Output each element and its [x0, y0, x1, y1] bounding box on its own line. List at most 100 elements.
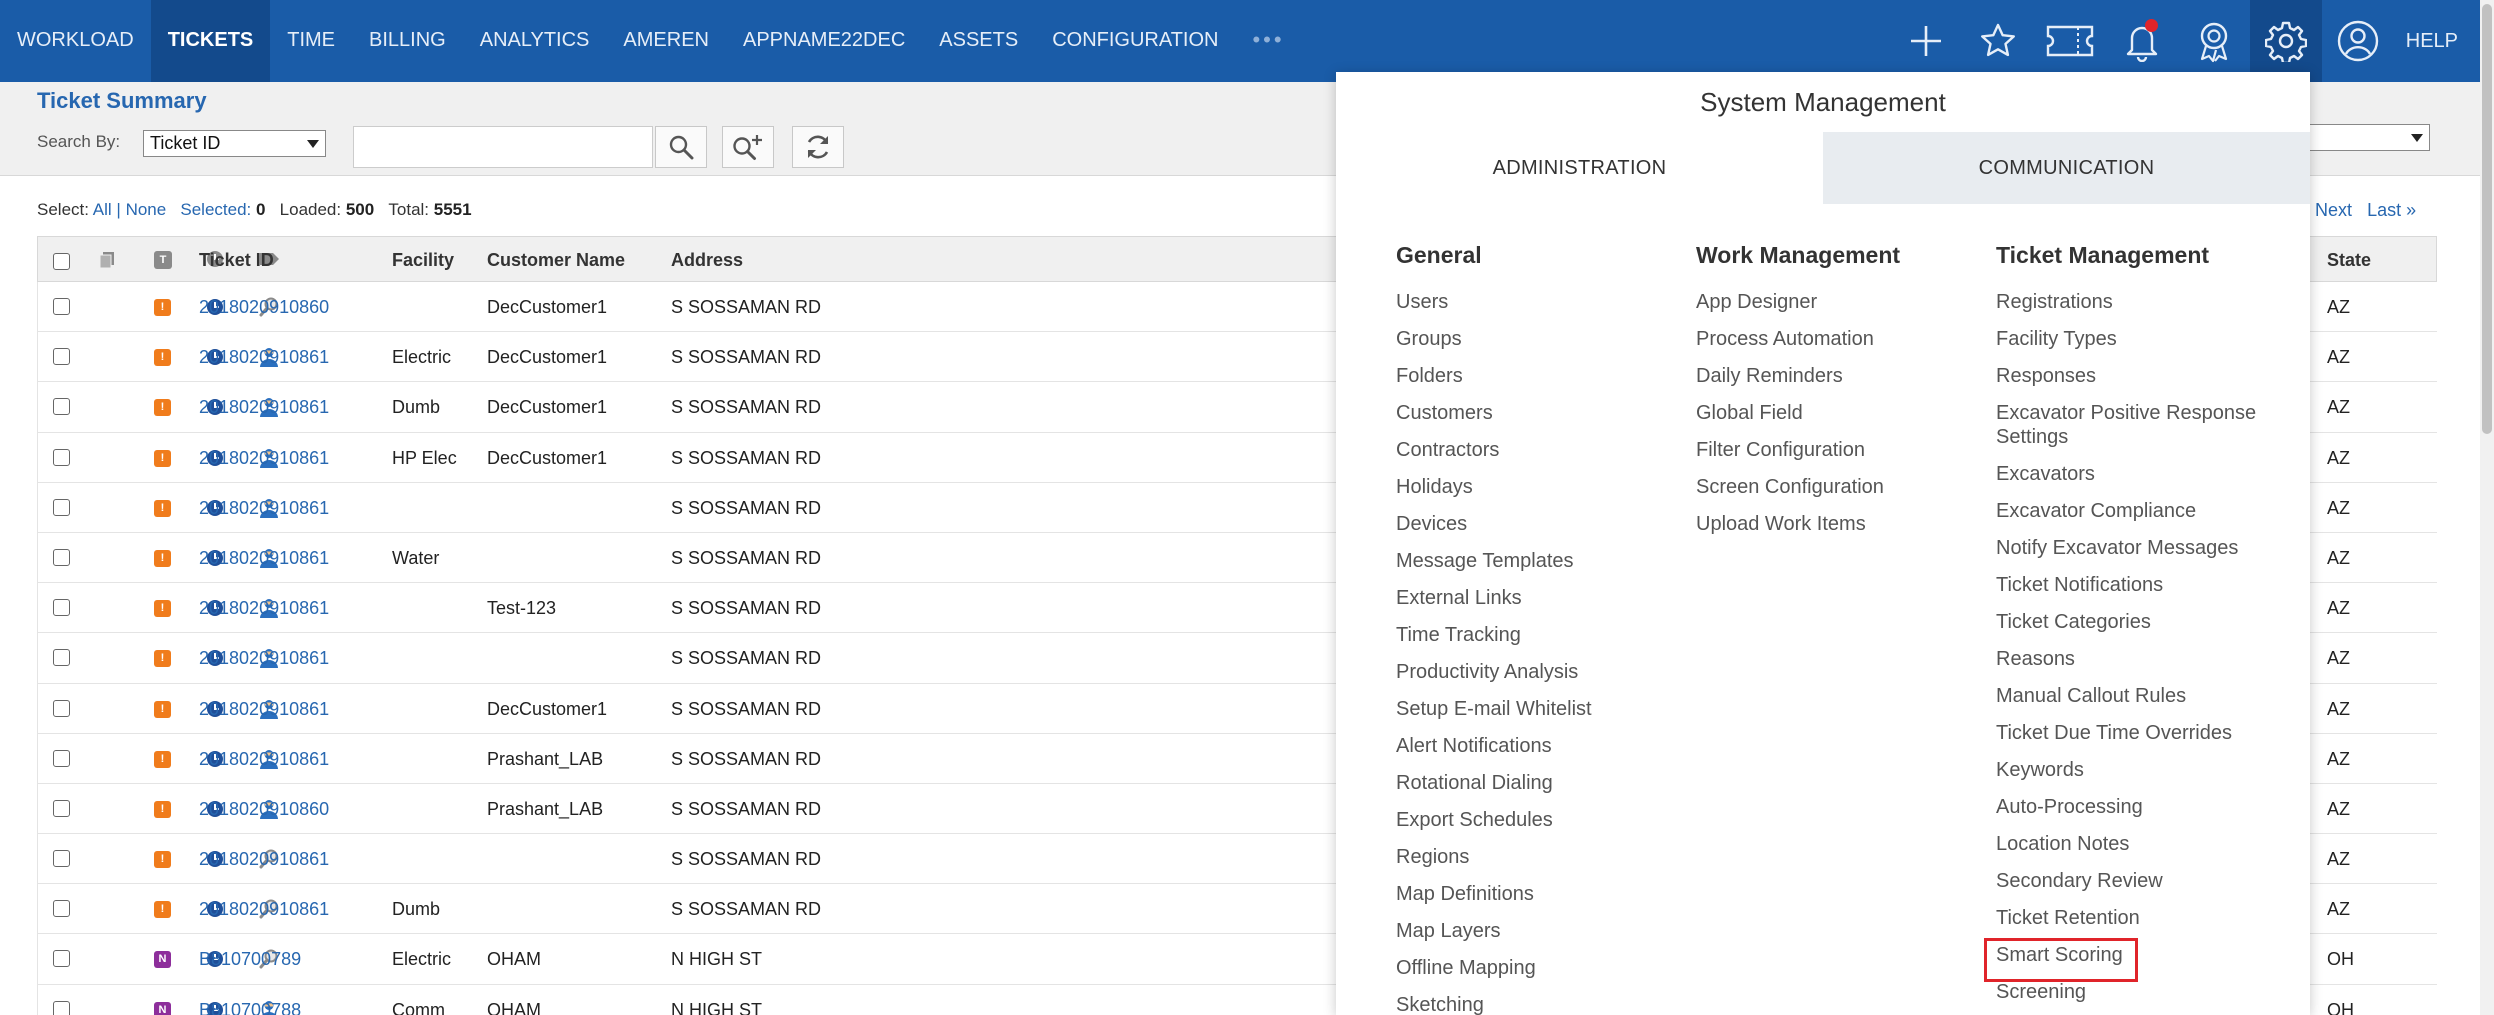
person-icon[interactable] [258, 497, 280, 524]
select-all-checkbox[interactable] [53, 253, 70, 270]
person-icon[interactable] [258, 748, 280, 775]
header-facility[interactable]: Facility [392, 250, 455, 270]
menu-item-time-tracking[interactable]: Time Tracking [1396, 617, 1686, 654]
menu-item-notify-excavator-messages[interactable]: Notify Excavator Messages [1996, 530, 2286, 567]
table-row[interactable]: ! 2018020910861 S SOSSAMAN RD AZ [37, 482, 2437, 533]
table-row[interactable]: ! 2018020910861 Electric DecCustomer1 S SOSS… [37, 332, 2437, 383]
nav-item-billing[interactable]: BILLING [369, 29, 446, 51]
nav-item-appname22dec[interactable]: APPNAME22DEC [742, 29, 906, 51]
ticket-id-link[interactable]: B810700789 [199, 949, 302, 970]
table-row[interactable]: ! 2018020910861 HP Elec DecCustomer1 S SOSSA… [37, 432, 2437, 483]
search-input[interactable] [353, 126, 653, 168]
nav-item-ameren[interactable]: AMEREN [623, 29, 709, 51]
help-link[interactable]: HELP [2405, 30, 2458, 52]
table-row[interactable]: N B810700789 Electric OHAM N HIGH ST OH [37, 934, 2437, 985]
menu-item-screen-configuration[interactable]: Screen Configuration [1696, 469, 1986, 506]
row-checkbox[interactable] [53, 900, 70, 918]
table-row[interactable]: ! 2018020910861 DecCustomer1 S SOSSAMAN RD A… [37, 683, 2437, 734]
menu-item-ticket-due-time-overrides[interactable]: Ticket Due Time Overrides [1996, 715, 2286, 752]
row-checkbox[interactable] [53, 699, 70, 717]
menu-item-location-notes[interactable]: Location Notes [1996, 826, 2286, 863]
table-row[interactable]: N B810700788 Comm OHAM N HIGH ST OH [37, 984, 2437, 1015]
menu-item-holidays[interactable]: Holidays [1396, 469, 1686, 506]
header-state[interactable]: State [2327, 250, 2372, 270]
menu-item-secondary-review[interactable]: Secondary Review [1996, 863, 2286, 900]
menu-item-process-automation[interactable]: Process Automation [1696, 321, 1986, 358]
row-checkbox[interactable] [53, 398, 70, 416]
user-icon[interactable] [2322, 0, 2394, 82]
table-row[interactable]: ! 2018020910861 Dumb DecCustomer1 S SOSSAMAN… [37, 382, 2437, 433]
menu-item-filter-configuration[interactable]: Filter Configuration [1696, 432, 1986, 469]
nav-more-button[interactable]: ••• [1252, 27, 1285, 52]
menu-item-excavators[interactable]: Excavators [1996, 456, 2286, 493]
menu-item-global-field[interactable]: Global Field [1696, 395, 1986, 432]
scrollbar-thumb[interactable] [2482, 4, 2492, 434]
refresh-button[interactable] [792, 126, 844, 168]
menu-item-devices[interactable]: Devices [1396, 506, 1686, 543]
row-checkbox[interactable] [53, 649, 70, 667]
row-checkbox[interactable] [53, 498, 70, 516]
nav-item-workload[interactable]: WORKLOAD [17, 29, 134, 51]
person-icon[interactable] [258, 346, 280, 373]
table-row[interactable]: ! 2018020910861 Dumb S SOSSAMAN RD AZ [37, 884, 2437, 935]
advanced-search-button[interactable] [722, 126, 774, 168]
row-checkbox[interactable] [53, 749, 70, 767]
menu-item-export-schedules[interactable]: Export Schedules [1396, 802, 1686, 839]
ticket-id-link[interactable]: 2018020910861 [199, 849, 330, 870]
menu-item-customers[interactable]: Customers [1396, 395, 1686, 432]
menu-item-keywords[interactable]: Keywords [1996, 752, 2286, 789]
magnifier-icon[interactable] [258, 848, 280, 875]
menu-item-regions[interactable]: Regions [1396, 839, 1686, 876]
ticket-id-link[interactable]: 2018020910860 [199, 297, 330, 317]
star-icon[interactable] [1962, 0, 2034, 82]
menu-item-setup-e-mail-whitelist[interactable]: Setup E-mail Whitelist [1396, 691, 1686, 728]
menu-item-manual-callout-rules[interactable]: Manual Callout Rules [1996, 678, 2286, 715]
person-icon[interactable] [258, 447, 280, 474]
select-all-link[interactable]: All [92, 200, 112, 219]
row-checkbox[interactable] [53, 599, 70, 617]
menu-item-auto-processing[interactable]: Auto-Processing [1996, 789, 2286, 826]
ticket-id-link[interactable]: 2018020910861 [199, 648, 330, 669]
nav-item-time[interactable]: TIME [287, 29, 336, 51]
menu-item-ticket-notifications[interactable]: Ticket Notifications [1996, 567, 2286, 604]
menu-item-message-templates[interactable]: Message Templates [1396, 543, 1686, 580]
menu-item-excavator-compliance[interactable]: Excavator Compliance [1996, 493, 2286, 530]
person-icon[interactable] [258, 396, 280, 423]
ticket-id-link[interactable]: 2018020910860 [199, 798, 330, 819]
pager-next[interactable]: Next [2315, 200, 2353, 220]
menu-item-users[interactable]: Users [1396, 284, 1686, 321]
nav-item-configuration[interactable]: CONFIGURATION [1052, 29, 1219, 51]
header-ticket-id[interactable]: Ticket ID [199, 250, 274, 270]
table-row[interactable]: ! 2018020910861 Water S SOSSAMAN RD AZ [37, 532, 2437, 584]
menu-item-app-designer[interactable]: App Designer [1696, 284, 1986, 321]
menu-item-screening[interactable]: Screening [1996, 974, 2286, 1011]
header-address[interactable]: Address [671, 250, 744, 270]
row-checkbox[interactable] [53, 799, 70, 817]
row-checkbox[interactable] [53, 298, 70, 315]
nav-item-assets[interactable]: ASSETS [939, 29, 1019, 51]
row-checkbox[interactable] [53, 548, 70, 566]
nav-item-tickets[interactable]: TICKETS [150, 0, 271, 82]
search-by-select[interactable]: Ticket ID [143, 130, 326, 157]
menu-item-productivity-analysis[interactable]: Productivity Analysis [1396, 654, 1686, 691]
row-checkbox[interactable] [53, 348, 70, 366]
plus-icon[interactable] [1890, 0, 1962, 82]
ticket-id-link[interactable]: 2018020910861 [199, 497, 330, 518]
menu-item-groups[interactable]: Groups [1396, 321, 1686, 358]
row-checkbox[interactable] [53, 1000, 70, 1015]
menu-item-rotational-dialing[interactable]: Rotational Dialing [1396, 765, 1686, 802]
tab-administration[interactable]: ADMINISTRATION [1336, 132, 1823, 204]
menu-item-ticket-retention[interactable]: Ticket Retention [1996, 900, 2286, 937]
nav-item-analytics[interactable]: ANALYTICS [479, 29, 590, 51]
magnifier-icon[interactable] [258, 296, 280, 323]
menu-item-reasons[interactable]: Reasons [1996, 641, 2286, 678]
bell-icon[interactable] [2106, 0, 2178, 82]
table-row[interactable]: ! 2018020910860 DecCustomer1 S SOSSAMAN RD A… [37, 282, 2437, 333]
menu-item-smart-scoring[interactable]: Smart Scoring [1996, 937, 2286, 974]
ticket-id-link[interactable]: 2018020910861 [199, 598, 330, 619]
table-row[interactable]: ! 2018020910861 Prashant_LAB S SOSSAMAN RD A… [37, 733, 2437, 784]
menu-item-daily-reminders[interactable]: Daily Reminders [1696, 358, 1986, 395]
menu-item-map-definitions[interactable]: Map Definitions [1396, 876, 1686, 913]
tab-communication[interactable]: COMMUNICATION [1823, 132, 2310, 204]
table-row[interactable]: ! 2018020910861 S SOSSAMAN RD AZ [37, 834, 2437, 885]
